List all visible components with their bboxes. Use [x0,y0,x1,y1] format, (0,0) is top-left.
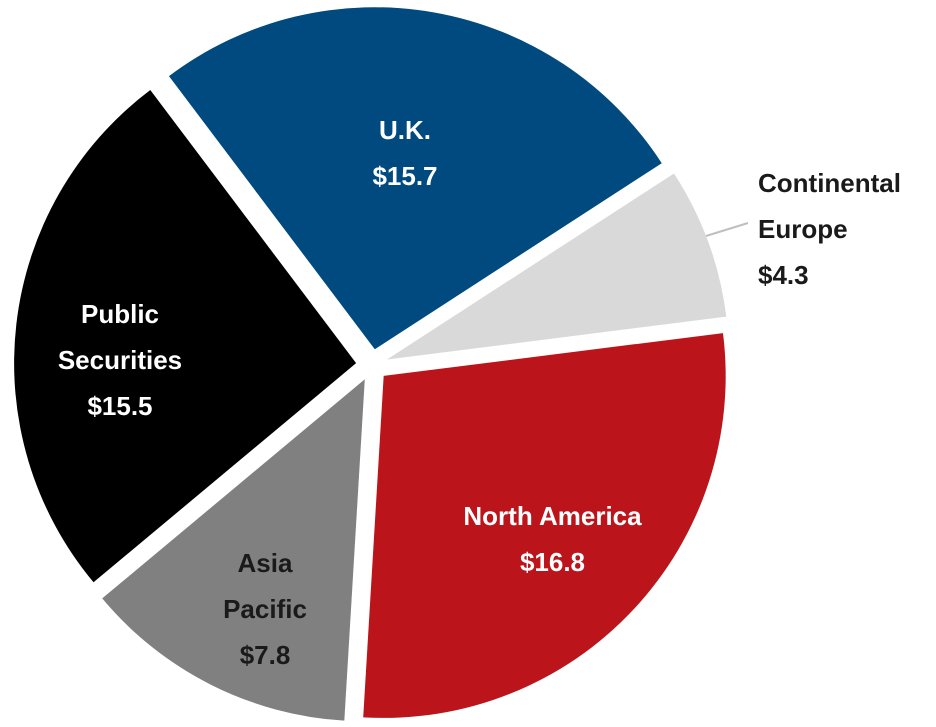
slice-label: North America $16.8 [420,493,685,585]
pie-slice [387,173,727,360]
slice-label: Continental Europe $4.3 [758,160,928,298]
value-label: $16.8 [519,547,586,577]
category-label: U.K. [379,115,431,145]
value-label: $7.8 [239,640,291,670]
category-label: Public Securities [57,299,183,375]
pie-slice [102,379,365,721]
slice-label: U.K. $15.7 [305,107,505,199]
pie-slice [363,333,726,718]
slice-label: Public Securities $15.5 [35,291,205,429]
value-label: $15.7 [372,161,438,191]
category-label: Continental Europe [758,168,901,244]
value-label: $4.3 [758,260,809,290]
slice-label: Asia Pacific $7.8 [205,540,325,678]
leader-line [705,222,749,237]
pie-slice [14,90,357,583]
pie-slice [168,7,662,350]
category-label: Asia Pacific [223,548,307,624]
category-label: North America [463,501,642,531]
value-label: $15.5 [87,391,153,421]
